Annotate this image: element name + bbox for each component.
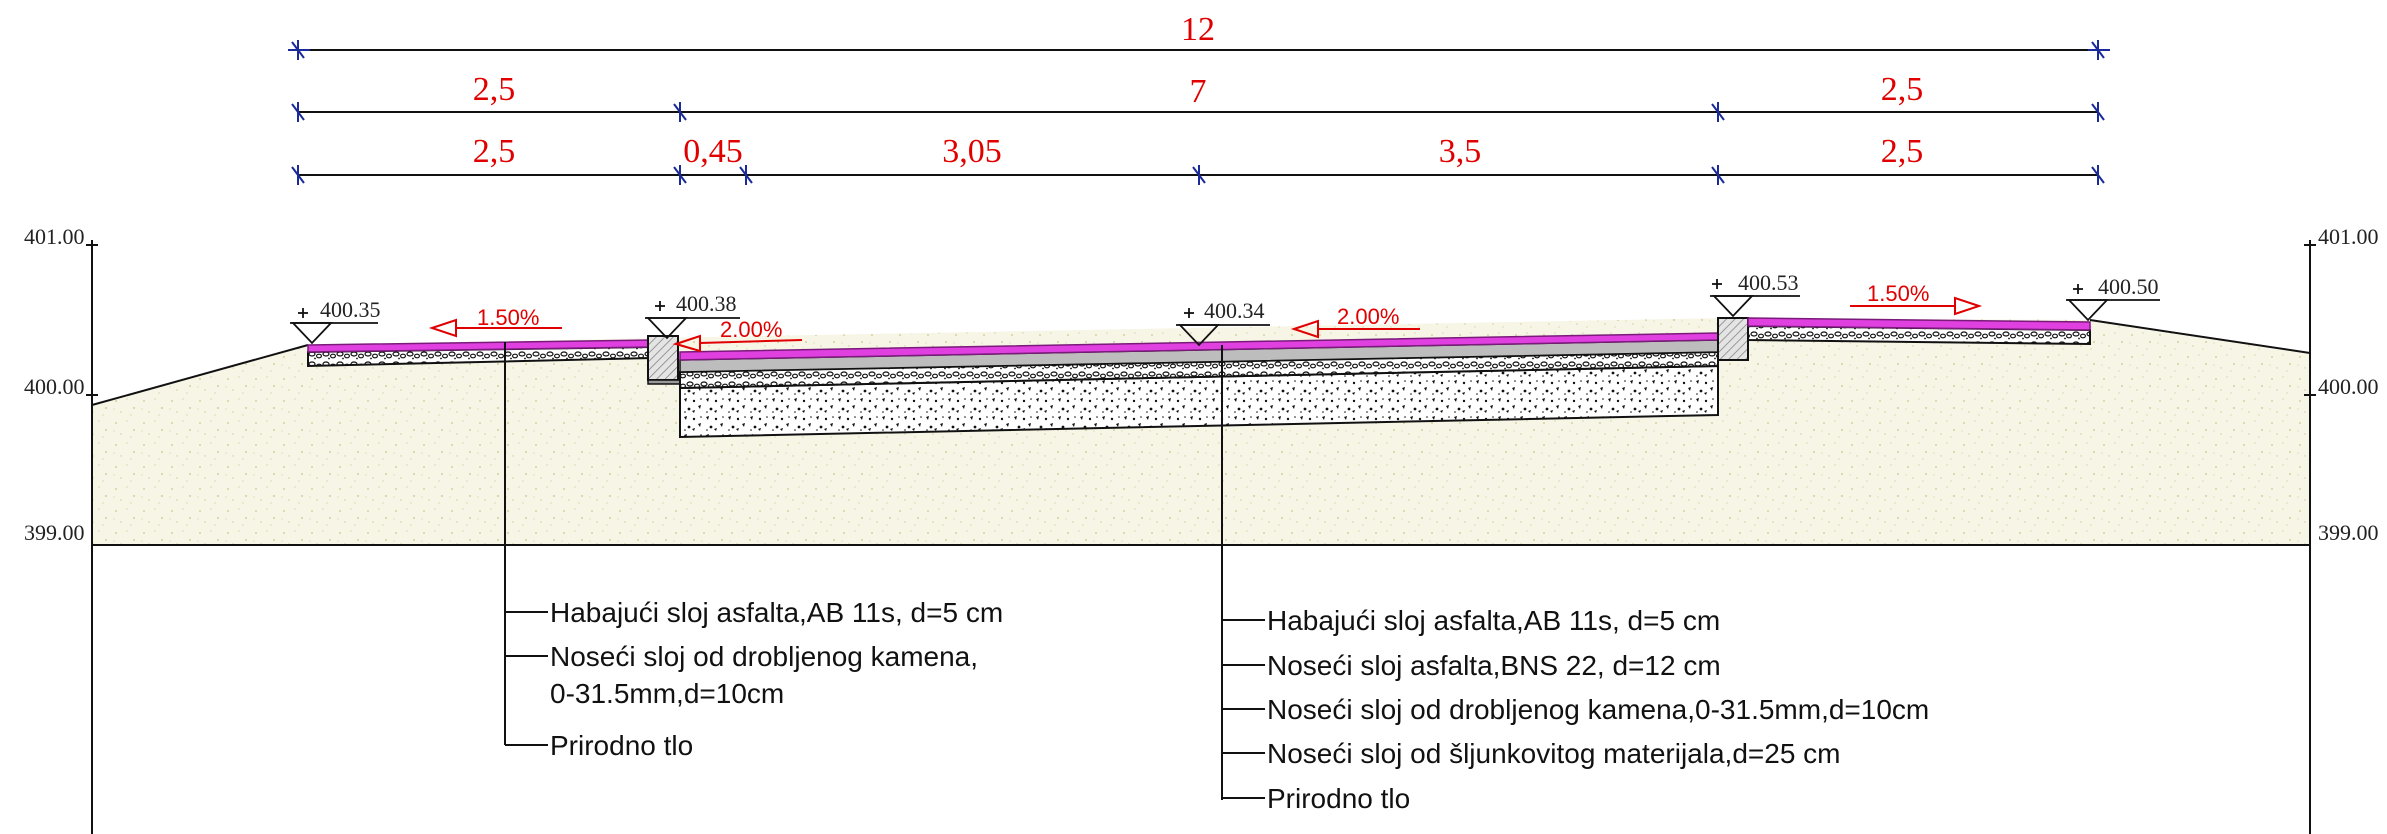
right-axis-label-400: 400.00 xyxy=(2318,374,2379,399)
dim-tick xyxy=(2091,165,2105,185)
note-left-crushed-stone: Noseći sloj od drobljenog kamena, xyxy=(550,641,978,672)
dimension-labels: 12 2,5 7 2,5 2,5 0,45 3,05 3,5 2,5 xyxy=(473,11,1924,170)
slope-labels: 1.50% 2.00% 2.00% 1.50% xyxy=(477,281,1929,342)
note-right-crushed-stone: Noseći sloj od drobljenog kamena,0-31.5m… xyxy=(1267,694,1929,725)
arrow-left-icon xyxy=(672,334,701,353)
note-leaders xyxy=(504,342,1265,800)
right-axis-label-399: 399.00 xyxy=(2318,520,2379,545)
left-axis-label-401: 401.00 xyxy=(24,224,85,249)
notes-left: Habajući sloj asfalta,AB 11s, d=5 cm Nos… xyxy=(550,597,1003,761)
arrow-left-icon xyxy=(1290,319,1319,339)
note-left-natural-ground: Prirodno tlo xyxy=(550,730,693,761)
right-axis-label-401: 401.00 xyxy=(2318,224,2379,249)
elevation-label-4: 400.53 xyxy=(1738,270,1799,295)
note-right-wearing-course: Habajući sloj asfalta,AB 11s, d=5 cm xyxy=(1267,605,1720,636)
dim-tick xyxy=(673,165,687,185)
slope-arrow-right-lane xyxy=(1290,319,1420,339)
dim-tick xyxy=(739,165,753,185)
slope-arrow-left-shoulder xyxy=(428,318,562,338)
slope-arrows xyxy=(428,296,1983,353)
dim-tick xyxy=(1192,165,1206,185)
slope-arrow-right-shoulder xyxy=(1850,296,1983,316)
right-curb xyxy=(1717,317,1749,361)
elevation-marker-5 xyxy=(2066,284,2160,322)
dim-label-left-verge: 2,5 xyxy=(473,133,516,170)
slope-arrow-line xyxy=(699,339,803,344)
left-axis-label-400: 400.00 xyxy=(24,374,85,399)
dim-label-lane-right: 3,5 xyxy=(1439,133,1482,170)
right-curb-stone xyxy=(1717,317,1749,361)
dimension-ticks xyxy=(288,40,2110,185)
slope-label-left-lane: 2.00% xyxy=(720,317,782,342)
dim-label-right-shoulder: 2,5 xyxy=(1881,71,1924,108)
arrow-right-icon xyxy=(1954,296,1983,316)
slope-label-right-lane: 2.00% xyxy=(1337,304,1399,329)
dim-tick xyxy=(2088,40,2110,60)
dim-tick xyxy=(291,165,305,185)
elevation-markers xyxy=(290,279,2160,347)
note-right-natural-ground: Prirodno tlo xyxy=(1267,783,1410,814)
dimension-lines xyxy=(298,49,2098,176)
notes-right: Habajući sloj asfalta,AB 11s, d=5 cm Nos… xyxy=(1267,605,1929,814)
note-right-gravel: Noseći sloj od šljunkovitog materijala,d… xyxy=(1267,738,1841,769)
dim-tick xyxy=(1711,165,1725,185)
right-shoulder-wearing-course xyxy=(1747,317,2091,331)
elevation-axes xyxy=(86,240,2316,834)
left-curb xyxy=(647,335,681,385)
left-curb-stone xyxy=(647,335,679,381)
elevation-labels: 400.35 400.38 400.34 400.53 400.50 xyxy=(320,270,2159,323)
elevation-marker-4 xyxy=(1710,279,1800,318)
slope-label-left-shoulder: 1.50% xyxy=(477,305,539,330)
elevation-triangle-icon xyxy=(1711,295,1755,318)
elevation-label-5: 400.50 xyxy=(2098,274,2159,299)
dim-tick xyxy=(673,102,687,122)
embankment-fill xyxy=(92,318,2310,545)
elevation-marker-1 xyxy=(290,308,378,345)
left-curb-base xyxy=(647,379,681,385)
dim-label-total: 12 xyxy=(1181,11,1215,48)
elevation-label-1: 400.35 xyxy=(320,297,381,322)
note-right-bns-asphalt: Noseći sloj asfalta,BNS 22, d=12 cm xyxy=(1267,650,1721,681)
left-axis-label-399: 399.00 xyxy=(24,520,85,545)
note-left-wearing-course: Habajući sloj asfalta,AB 11s, d=5 cm xyxy=(550,597,1003,628)
arrow-left-icon xyxy=(428,318,457,338)
dim-label-carriageway: 7 xyxy=(1190,73,1207,110)
side-slope-line xyxy=(2089,319,2311,354)
slope-arrow-left-lane xyxy=(672,334,803,353)
elevation-triangle-icon xyxy=(290,322,334,345)
elevation-axis-labels: 401.00 400.00 399.00 401.00 400.00 399.0… xyxy=(24,224,2379,545)
dim-label-left-shoulder: 2,5 xyxy=(473,71,516,108)
dim-label-lane-left: 3,05 xyxy=(942,133,1002,170)
right-shoulder-pavement xyxy=(1747,317,2091,346)
elevation-marker-3 xyxy=(1176,308,1270,347)
dim-tick xyxy=(1711,102,1725,122)
dim-label-right-verge: 2,5 xyxy=(1881,133,1924,170)
elevation-marker-2 xyxy=(645,301,740,340)
slope-label-right-shoulder: 1.50% xyxy=(1867,281,1929,306)
dim-tick xyxy=(288,40,310,60)
dim-tick xyxy=(2091,102,2105,122)
side-slope-line xyxy=(91,344,309,406)
dim-tick xyxy=(291,102,305,122)
elevation-label-2: 400.38 xyxy=(676,291,737,316)
elevation-triangle-icon xyxy=(2066,299,2110,322)
note-left-crushed-stone-cont: 0-31.5mm,d=10cm xyxy=(550,678,784,709)
dim-label-curb: 0,45 xyxy=(683,133,743,170)
elevation-label-3: 400.34 xyxy=(1204,298,1265,323)
